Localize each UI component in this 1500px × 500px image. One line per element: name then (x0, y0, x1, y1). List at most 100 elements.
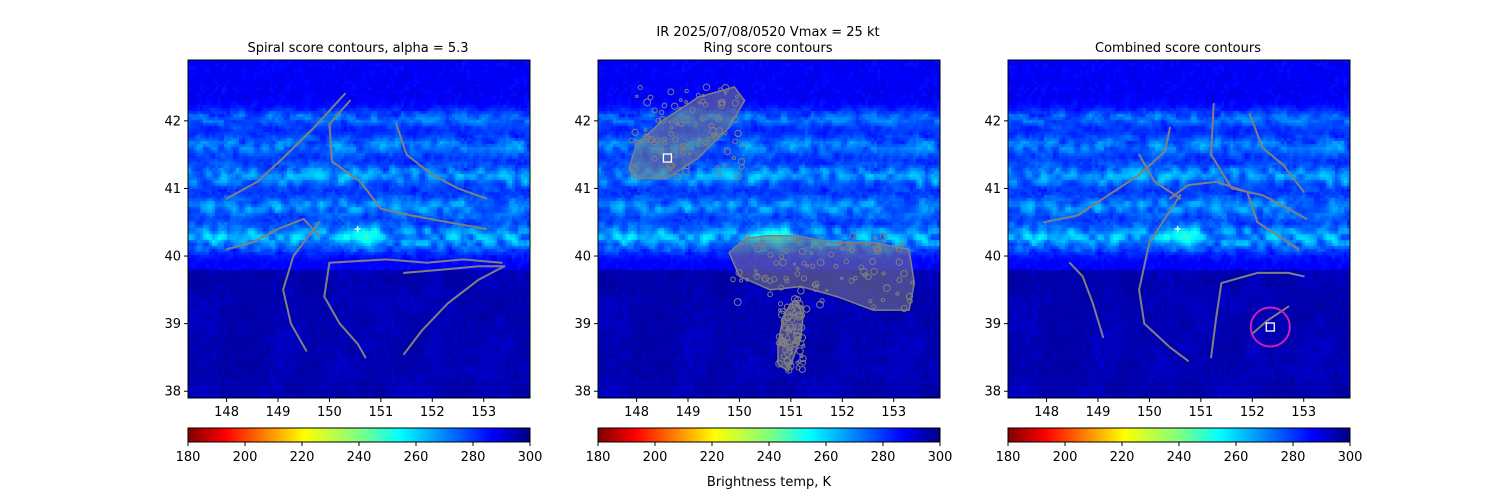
y-tick-label: 41 (984, 182, 1001, 197)
y-tick-label: 40 (984, 250, 1001, 265)
colorbar: 180 200 220 240 260 280 300 (176, 427, 543, 465)
colorbar-tick-label: 180 (176, 450, 201, 465)
contour-line (1138, 194, 1189, 362)
contours (225, 92, 506, 359)
y-tick-labels: 38 39 40 41 42 (164, 114, 188, 400)
y-tick-label: 42 (984, 114, 1001, 129)
y-tick-label: 39 (574, 317, 591, 332)
plot-area (187, 59, 531, 399)
contour-line (403, 265, 506, 356)
x-tick-label: 150 (317, 405, 342, 420)
contour-region (775, 299, 807, 374)
x-tick-label: 148 (1034, 405, 1059, 420)
colorbar: 180 200 220 240 260 280 300 (586, 427, 953, 465)
x-tick-labels: 148 149 150 151 152 153 (1034, 398, 1316, 420)
y-tick-label: 40 (164, 250, 181, 265)
x-tick-label: 150 (1137, 405, 1162, 420)
axes-frame (187, 59, 531, 399)
colorbar-tick-label: 300 (518, 450, 543, 465)
colorbar-gradient (1007, 427, 1351, 443)
contour-line (225, 217, 321, 251)
colorbar-tick-label: 300 (1338, 450, 1363, 465)
x-tick-label: 151 (368, 405, 393, 420)
x-tick-label: 149 (266, 405, 291, 420)
y-tick-label: 38 (984, 385, 1001, 400)
axes-frame (597, 59, 941, 399)
x-tick-label: 149 (676, 405, 701, 420)
contour-line (1043, 126, 1171, 224)
center-square-marker (1265, 322, 1275, 332)
x-tick-label: 149 (1086, 405, 1111, 420)
center-plus-marker (354, 226, 361, 232)
x-tick-label: 152 (830, 405, 855, 420)
x-tick-label: 153 (881, 405, 906, 420)
colorbar-tick-label: 300 (928, 450, 953, 465)
ring-fit-circle (1249, 306, 1291, 348)
colorbar-gradient (187, 427, 531, 443)
axes-frame (1007, 59, 1351, 399)
ir-field-image (598, 60, 940, 398)
panel-ring: Ring score contours 148 149 150 151 152 153 3… (574, 41, 952, 465)
y-tick-label: 42 (164, 114, 181, 129)
y-tick-label: 38 (164, 385, 181, 400)
contour-line (328, 258, 503, 264)
y-tick-label: 38 (574, 385, 591, 400)
contour-line (323, 261, 367, 359)
y-tick-label: 41 (574, 182, 591, 197)
colorbar-tick-label: 280 (1281, 450, 1306, 465)
contour-line (1210, 271, 1305, 359)
y-tick-labels: 38 39 40 41 42 (984, 114, 1008, 400)
y-tick-label: 39 (984, 317, 1001, 332)
colorbar: 180 200 220 240 260 280 300 (996, 427, 1363, 465)
colorbar-tick-label: 200 (1053, 450, 1078, 465)
x-tick-label: 152 (1240, 405, 1265, 420)
x-tick-labels: 148 149 150 151 152 153 (214, 398, 496, 420)
colorbar-tick-label: 280 (871, 450, 896, 465)
contour-line (1210, 102, 1308, 220)
contour-line (225, 92, 346, 200)
colorbar-tick-label: 240 (1167, 450, 1192, 465)
colorbar-tick-label: 200 (233, 450, 258, 465)
colorbar-tick-label: 220 (700, 450, 725, 465)
contours (628, 83, 916, 374)
colorbar-tick-label: 280 (461, 450, 486, 465)
colorbar-tick-label: 260 (404, 450, 429, 465)
plot-area (1007, 59, 1351, 399)
contour-line (1068, 261, 1105, 339)
y-tick-labels: 38 39 40 41 42 (574, 114, 598, 400)
colorbar-label: Brightness temp, K (707, 475, 832, 490)
contour-line (403, 265, 506, 274)
panel-spiral: Spiral score contours, alpha = 5.3 148 14… (164, 41, 542, 465)
x-tick-label: 150 (727, 405, 752, 420)
colorbar-tick-label: 200 (643, 450, 668, 465)
panel-title: Spiral score contours, alpha = 5.3 (247, 41, 468, 56)
x-tick-label: 151 (1188, 405, 1213, 420)
colorbar-tick-label: 220 (1110, 450, 1135, 465)
colorbar-tick-label: 260 (814, 450, 839, 465)
y-tick-label: 41 (164, 182, 181, 197)
x-tick-label: 152 (420, 405, 445, 420)
colorbar-tick-label: 180 (996, 450, 1021, 465)
colorbar-tick-label: 260 (1224, 450, 1249, 465)
panel-title: Combined score contours (1095, 41, 1261, 56)
x-tick-labels: 148 149 150 151 152 153 (624, 398, 906, 420)
x-tick-label: 148 (214, 405, 239, 420)
x-tick-label: 148 (624, 405, 649, 420)
figure-suptitle: IR 2025/07/08/0520 Vmax = 25 kt (656, 25, 879, 40)
contour-line (1138, 153, 1182, 200)
colorbar-tick-label: 180 (586, 450, 611, 465)
x-tick-label: 151 (778, 405, 803, 420)
panel-combined: Combined score contours 148 149 150 151 152 1… (984, 41, 1362, 465)
contour-line (395, 123, 488, 200)
plot-area (597, 59, 941, 399)
colorbar-tick-label: 240 (757, 450, 782, 465)
x-tick-label: 153 (1291, 405, 1316, 420)
colorbar-tick-label: 240 (347, 450, 372, 465)
y-tick-label: 40 (574, 250, 591, 265)
center-plus-marker (1174, 226, 1181, 232)
center-square-marker (662, 153, 673, 163)
y-tick-label: 42 (574, 114, 591, 129)
contours (1043, 102, 1308, 362)
contour-line (282, 221, 321, 352)
x-tick-label: 153 (471, 405, 496, 420)
